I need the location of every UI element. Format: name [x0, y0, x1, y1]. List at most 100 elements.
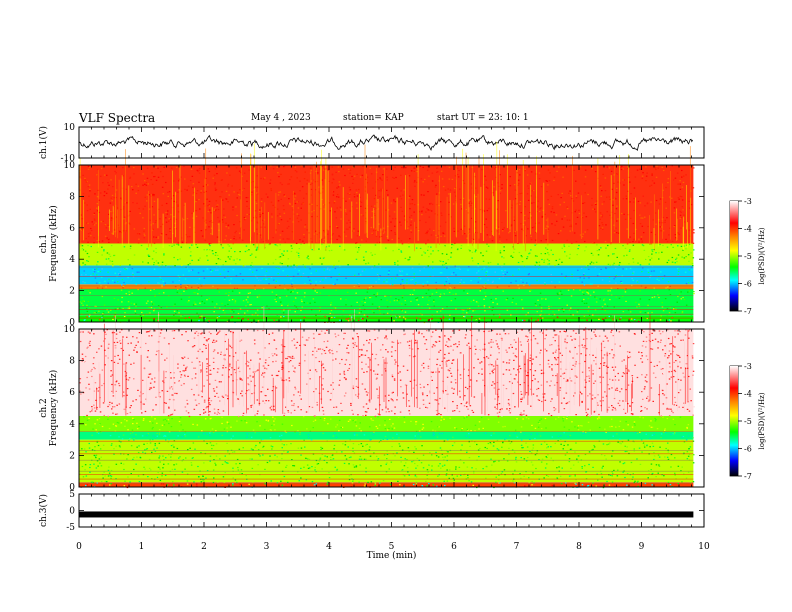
spectrogram-pixel	[270, 480, 272, 482]
spectrogram-pixel	[206, 245, 209, 247]
spectrogram-pixel	[472, 484, 474, 486]
spectrogram-pixel	[603, 201, 605, 203]
spectrogram-pixel	[171, 167, 173, 169]
spectrogram-pixel	[406, 273, 408, 275]
spectrogram-pixel	[626, 446, 628, 448]
spectrogram-pixel	[647, 269, 649, 271]
spectrogram-pixel	[328, 444, 330, 446]
spectrogram-pixel	[333, 283, 335, 285]
spectrogram-pixel	[667, 259, 670, 261]
spectrogram-pixel	[561, 218, 563, 220]
spectrogram-pixel	[641, 175, 644, 177]
spectrogram-pixel	[163, 228, 166, 230]
spectrogram-pixel	[82, 468, 84, 470]
spectrogram-pixel	[553, 179, 555, 181]
spectrogram-pixel	[214, 306, 216, 308]
spectrogram-pixel	[131, 186, 133, 188]
spectrogram-pixel	[548, 308, 550, 310]
spectrogram-pixel	[281, 187, 283, 189]
spectrogram-pixel	[306, 229, 308, 231]
spectrogram-pixel	[300, 454, 302, 456]
spectrogram-pixel	[178, 280, 181, 282]
spectrogram-pixel	[111, 232, 113, 234]
spectrogram-pixel	[257, 255, 260, 257]
spectrogram-pixel	[565, 255, 568, 257]
spectrogram-pixel	[642, 447, 644, 449]
spectrogram-pixel	[247, 301, 249, 303]
spectrogram-pixel	[348, 198, 351, 200]
spectrogram-pixel	[270, 189, 273, 192]
spectrogram-pixel	[631, 277, 633, 280]
spectrogram-pixel	[178, 457, 180, 459]
spectrogram-pixel	[166, 213, 169, 215]
spectrogram-pixel	[198, 172, 201, 174]
spectrogram-pixel	[346, 222, 348, 224]
spectrogram-pixel	[594, 300, 596, 303]
spectrogram-pixel	[435, 302, 438, 304]
spectrogram-pixel	[441, 308, 444, 310]
spectrogram-pixel	[233, 454, 236, 456]
spectrogram-pixel	[542, 240, 545, 242]
spectrogram-pixel	[130, 473, 132, 475]
spectrogram-pixel	[681, 169, 683, 172]
spectrogram-pixel	[169, 228, 171, 230]
spectrogram-pixel	[97, 270, 100, 273]
spectrogram-pixel	[588, 451, 591, 453]
spectrogram-pixel	[251, 467, 254, 469]
spectrogram-pixel	[321, 198, 323, 201]
spectrogram-pixel	[135, 183, 137, 185]
spectrogram-pixel	[539, 292, 542, 294]
spectrogram-pixel	[595, 301, 598, 303]
spectrogram-pixel	[554, 224, 556, 226]
spectrogram-pixel	[135, 463, 137, 465]
spectrogram-pixel	[309, 279, 311, 281]
spectrogram-pixel	[655, 199, 658, 202]
spectrogram-pixel	[376, 443, 378, 445]
spectrogram-pixel	[688, 290, 691, 292]
spectrogram-pixel	[291, 285, 293, 288]
spectrogram-pixel	[283, 194, 285, 196]
spectrogram-pixel	[550, 281, 553, 283]
spectrogram-pixel	[393, 320, 395, 322]
spectrogram-pixel	[131, 268, 134, 270]
spectrogram-pixel	[681, 186, 684, 188]
spectrogram-pixel	[612, 319, 614, 321]
spectrogram-pixel	[688, 221, 690, 223]
spectrogram-pixel	[242, 279, 244, 281]
spectrogram-pixel	[206, 268, 209, 270]
spectrogram-pixel	[203, 480, 205, 482]
spectrogram-pixel	[294, 202, 297, 205]
spectrogram-pixel	[188, 300, 190, 302]
spectrogram-pixel	[217, 186, 220, 188]
spectrogram-pixel	[216, 254, 219, 256]
spectrogram-pixel	[609, 474, 612, 476]
spectrogram-pixel	[290, 443, 292, 445]
spectrogram-pixel	[311, 216, 313, 218]
spectrogram-pixel	[664, 221, 666, 223]
spectrogram-pixel	[110, 219, 113, 221]
spectrogram-pixel	[662, 216, 665, 219]
spectrogram-pixel	[577, 192, 580, 194]
spectrogram-pixel	[355, 189, 358, 191]
spectrogram-pixel	[128, 440, 130, 442]
spectrogram-pixel	[616, 187, 618, 189]
spectrogram-pixel	[102, 182, 104, 184]
spectrogram-pixel	[386, 281, 388, 283]
spectrogram-pixel	[176, 308, 178, 310]
spectrogram-pixel	[275, 280, 277, 282]
spectrogram-pixel	[536, 452, 538, 455]
spectrogram-pixel	[159, 276, 161, 278]
spectrogram-pixel	[448, 318, 451, 320]
spectrogram-pixel	[203, 283, 205, 285]
spectrogram-pixel	[425, 221, 427, 223]
spectrogram-pixel	[101, 309, 103, 311]
spectrogram-pixel	[421, 471, 424, 473]
spectrogram-pixel	[286, 220, 289, 222]
spectrogram-pixel	[294, 196, 296, 198]
spectrogram-pixel	[541, 258, 543, 261]
spectrogram-pixel	[103, 471, 105, 473]
spectrogram-pixel	[139, 212, 141, 214]
spectrogram-pixel	[456, 267, 458, 269]
spectrogram-pixel	[396, 187, 398, 189]
spectrogram-pixel	[332, 178, 334, 180]
